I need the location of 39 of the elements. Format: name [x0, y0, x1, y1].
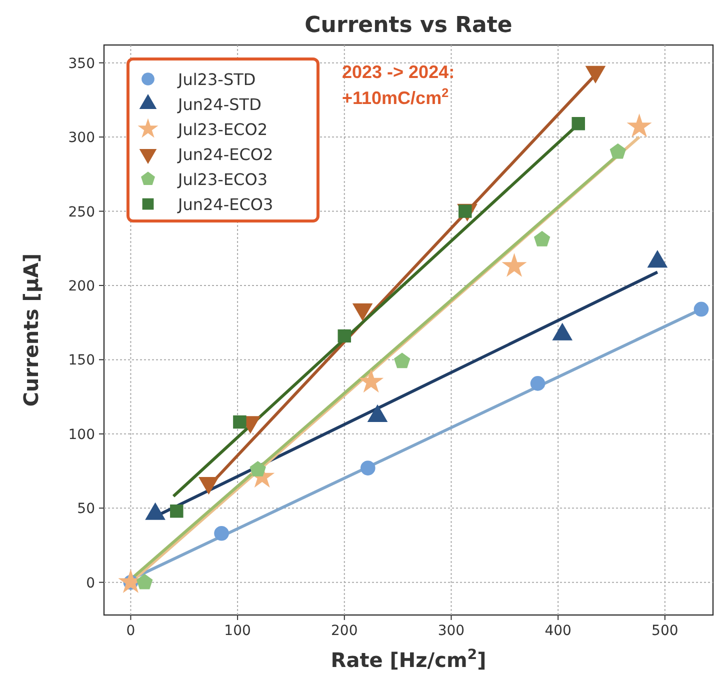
- legend-label: Jun24-ECO2: [177, 145, 274, 164]
- legend-label: Jul23-ECO2: [177, 120, 268, 139]
- point: [170, 504, 184, 518]
- x-tick-label: 200: [331, 623, 358, 639]
- point: [214, 526, 229, 541]
- chart-title: Currents vs Rate: [304, 13, 512, 38]
- point: [610, 143, 626, 159]
- x-tick-label: 500: [652, 623, 678, 639]
- point: [136, 574, 153, 590]
- y-tick-label: 150: [68, 352, 95, 369]
- point: [233, 415, 246, 429]
- point: [534, 231, 550, 246]
- legend-label: Jun24-ECO3: [177, 195, 274, 214]
- legend-label: Jul23-STD: [177, 70, 256, 89]
- legend-label: Jun24-STD: [177, 95, 262, 114]
- y-axis-title: Currents [µA]: [19, 253, 43, 407]
- x-tick-label: 0: [126, 623, 136, 639]
- legend-label: Jul23-ECO3: [177, 170, 268, 189]
- point: [394, 352, 410, 368]
- point: [338, 329, 352, 343]
- x-axis-title: Rate [Hz/cm$^{2}$]: [330, 647, 486, 672]
- y-tick-label: 350: [68, 56, 95, 72]
- x-tick-label: 300: [438, 623, 465, 639]
- y-tick-label: 200: [68, 278, 95, 294]
- point: [694, 302, 709, 317]
- x-tick-label: 400: [544, 623, 572, 639]
- point: [530, 376, 546, 391]
- y-tick-label: 50: [77, 501, 95, 518]
- annotation: 2023 -> 2024: +110mC/cm$^{2}$: [342, 62, 455, 108]
- point: [628, 114, 651, 136]
- y-tick-label: 100: [68, 426, 95, 443]
- point: [360, 460, 376, 476]
- y-tick-label: 0: [86, 575, 95, 592]
- x-tick-label: 100: [224, 623, 251, 639]
- point: [502, 254, 526, 276]
- y-tick-label: 250: [68, 204, 95, 220]
- y-tick-label: 300: [68, 130, 95, 146]
- point: [360, 370, 383, 392]
- point: [572, 117, 585, 130]
